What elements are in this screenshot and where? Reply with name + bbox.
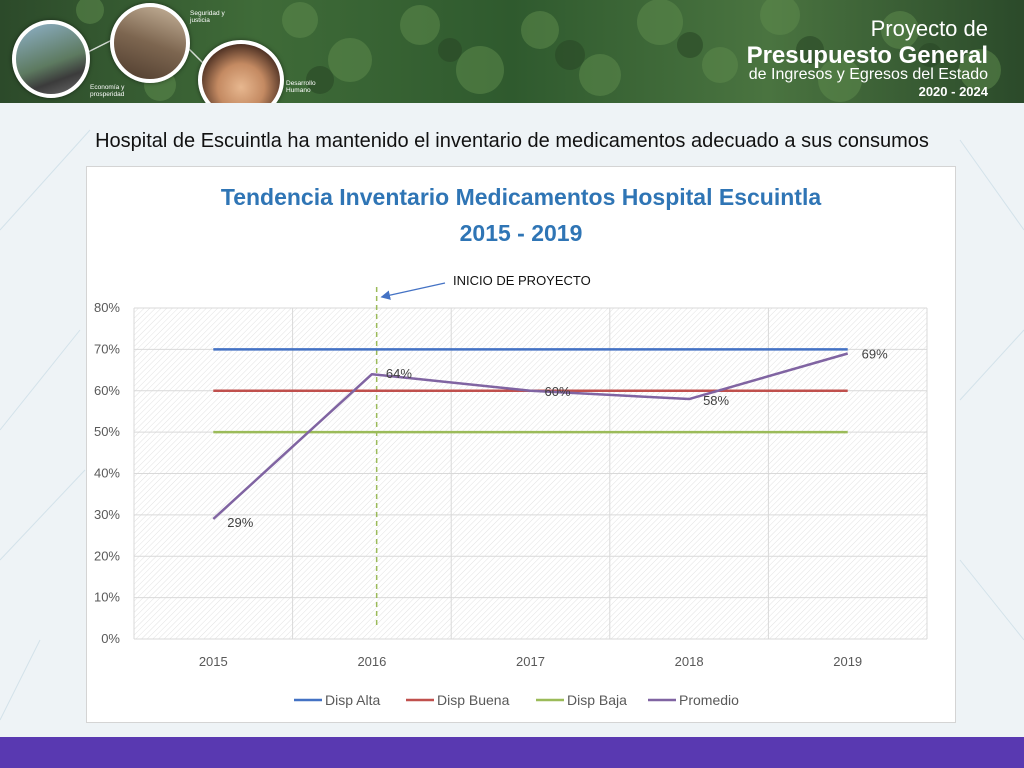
x-tick-label: 2015 — [199, 654, 228, 669]
chart-container: Tendencia Inventario Medicamentos Hospit… — [86, 166, 956, 723]
logo-line-4: 2020 - 2024 — [918, 84, 988, 99]
x-tick-label: 2017 — [516, 654, 545, 669]
security-photo — [110, 3, 190, 83]
x-tick-label: 2016 — [357, 654, 386, 669]
annotation-label: INICIO DE PROYECTO — [453, 273, 591, 288]
y-tick-label: 70% — [94, 341, 120, 356]
x-tick-label: 2018 — [675, 654, 704, 669]
footer-bar — [0, 737, 1024, 768]
y-tick-label: 30% — [94, 507, 120, 522]
data-label-promedio: 58% — [703, 393, 729, 408]
y-tick-label: 50% — [94, 424, 120, 439]
logo-line-1: Proyecto de — [870, 16, 988, 41]
chart-title-line-2: 2015 - 2019 — [460, 220, 583, 246]
legend-label: Disp Buena — [437, 692, 510, 708]
data-label-promedio: 69% — [862, 347, 888, 362]
y-tick-label: 10% — [94, 590, 120, 605]
slide-headline: Hospital de Escuintla ha mantenido el in… — [95, 130, 929, 152]
forest-texture — [76, 0, 1001, 102]
data-label-promedio: 64% — [386, 366, 412, 381]
label-desarrollo: Desarrollo Humano — [286, 80, 316, 94]
label-economia: Economía y prosperidad — [90, 84, 125, 98]
legend-label: Promedio — [679, 692, 739, 708]
logo-line-3: de Ingresos y Egresos del Estado — [748, 66, 988, 83]
y-tick-label: 80% — [94, 300, 120, 315]
legend-label: Disp Baja — [567, 692, 627, 708]
data-label-promedio: 29% — [227, 515, 253, 530]
child-photo — [198, 40, 284, 103]
label-seguridad: Seguridad y justicia — [190, 10, 225, 24]
line-chart: Tendencia Inventario Medicamentos Hospit… — [94, 184, 928, 708]
header-banner: Seguridad y justicia Economía y prosperi… — [0, 0, 1024, 103]
y-tick-label: 60% — [94, 383, 120, 398]
x-tick-label: 2019 — [833, 654, 862, 669]
y-tick-label: 0% — [101, 631, 120, 646]
data-label-promedio: 60% — [544, 384, 570, 399]
annotation-arrow — [380, 282, 446, 300]
legend-label: Disp Alta — [325, 692, 380, 708]
series-line-promedio — [212, 352, 849, 520]
y-tick-label: 20% — [94, 548, 120, 563]
logo-line-2: Presupuesto General — [746, 42, 988, 69]
chart-title-line-1: Tendencia Inventario Medicamentos Hospit… — [221, 184, 821, 210]
road-photo — [12, 20, 90, 98]
y-tick-label: 40% — [94, 466, 120, 481]
